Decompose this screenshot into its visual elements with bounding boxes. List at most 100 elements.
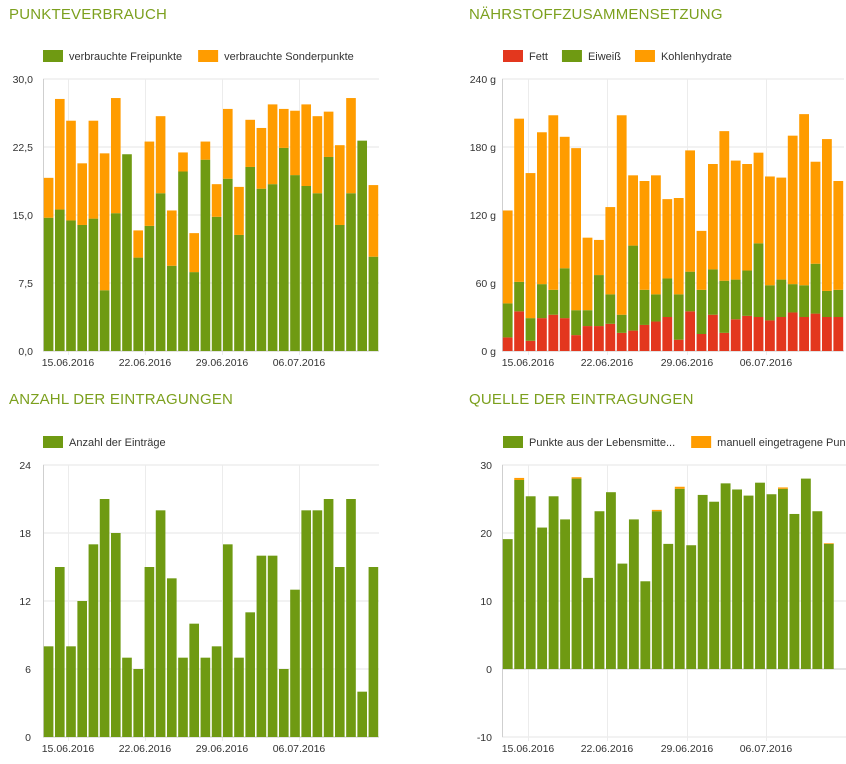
bar[interactable] (651, 511, 662, 669)
bar[interactable] (685, 271, 695, 312)
legend-item[interactable]: Fett (503, 50, 548, 63)
legend-item[interactable]: Kohlenhydrate (634, 50, 732, 63)
bar[interactable] (334, 145, 345, 225)
bar[interactable] (810, 263, 821, 314)
bar[interactable] (178, 152, 188, 172)
bar[interactable] (514, 311, 524, 351)
bar[interactable] (730, 319, 741, 351)
bar[interactable] (155, 193, 166, 351)
bar[interactable] (211, 184, 222, 217)
bar[interactable] (312, 510, 323, 737)
bar[interactable] (616, 332, 627, 351)
bar[interactable] (323, 111, 334, 157)
bar[interactable] (776, 279, 787, 317)
bar[interactable] (799, 317, 809, 351)
bar[interactable] (88, 544, 99, 737)
bar[interactable] (502, 210, 513, 304)
bar[interactable] (166, 210, 177, 266)
bar[interactable] (673, 294, 684, 340)
bar[interactable] (368, 256, 379, 351)
bar[interactable] (765, 285, 775, 321)
bar[interactable] (357, 691, 368, 737)
bar[interactable] (799, 114, 809, 286)
bar[interactable] (742, 164, 752, 271)
bar[interactable] (787, 312, 798, 351)
bar[interactable] (753, 317, 764, 351)
bar[interactable] (651, 321, 661, 351)
bar[interactable] (245, 119, 256, 167)
legend-item[interactable]: Eiweiß (561, 50, 621, 63)
bar[interactable] (77, 224, 88, 351)
bar[interactable] (200, 141, 211, 160)
bar[interactable] (66, 120, 76, 221)
bar[interactable] (753, 152, 764, 244)
bar[interactable] (663, 543, 674, 669)
bar[interactable] (559, 268, 570, 319)
bar[interactable] (43, 177, 54, 218)
bar[interactable] (673, 198, 684, 295)
bar[interactable] (720, 483, 731, 669)
bar[interactable] (605, 323, 616, 351)
bar[interactable] (144, 225, 155, 351)
bar[interactable] (110, 533, 121, 737)
bar[interactable] (787, 284, 798, 313)
bar[interactable] (776, 317, 787, 351)
bar[interactable] (787, 135, 798, 285)
bar[interactable] (776, 177, 787, 280)
bar[interactable] (200, 159, 211, 351)
bar[interactable] (789, 513, 800, 669)
bar[interactable] (346, 98, 356, 194)
bar[interactable] (696, 289, 707, 334)
bar[interactable] (368, 567, 379, 737)
bar[interactable] (200, 657, 211, 737)
bar[interactable] (812, 511, 823, 669)
bar[interactable] (189, 272, 200, 351)
bar[interactable] (616, 115, 627, 315)
bar[interactable] (628, 245, 638, 331)
bar[interactable] (245, 166, 256, 351)
bar[interactable] (537, 132, 547, 285)
bar[interactable] (222, 178, 233, 351)
bar[interactable] (719, 332, 730, 351)
bar[interactable] (166, 265, 177, 351)
bar[interactable] (571, 310, 581, 336)
bar[interactable] (548, 314, 559, 351)
bar[interactable] (616, 314, 627, 333)
bar[interactable] (525, 496, 536, 669)
bar[interactable] (99, 499, 110, 737)
bar[interactable] (368, 185, 379, 257)
bar[interactable] (334, 567, 345, 737)
bar[interactable] (234, 234, 244, 351)
bar[interactable] (696, 230, 707, 290)
bar[interactable] (778, 488, 788, 669)
bar[interactable] (525, 318, 536, 341)
bar[interactable] (525, 173, 536, 319)
bar[interactable] (822, 317, 832, 351)
bar[interactable] (502, 303, 513, 338)
bar[interactable] (651, 175, 661, 295)
bar[interactable] (697, 494, 708, 669)
bar[interactable] (502, 539, 513, 669)
legend-item[interactable]: Anzahl der Einträge (43, 436, 166, 449)
bar[interactable] (651, 294, 661, 322)
bar[interactable] (594, 511, 605, 669)
bar[interactable] (514, 477, 525, 480)
bar[interactable] (502, 337, 513, 351)
bar[interactable] (66, 220, 76, 351)
bar[interactable] (88, 120, 99, 219)
bar[interactable] (234, 657, 244, 737)
bar[interactable] (778, 487, 788, 489)
bar[interactable] (582, 310, 593, 327)
bar[interactable] (708, 269, 718, 315)
bar[interactable] (133, 669, 144, 737)
legend-item[interactable]: Punkte aus der Lebensmitte... (503, 436, 675, 449)
bar[interactable] (514, 281, 524, 312)
bar[interactable] (822, 290, 832, 317)
bar[interactable] (323, 156, 334, 351)
bar[interactable] (810, 161, 821, 264)
bar[interactable] (155, 510, 166, 737)
bar[interactable] (559, 136, 570, 269)
bar[interactable] (301, 510, 312, 737)
bar[interactable] (301, 104, 312, 186)
bar[interactable] (571, 478, 582, 669)
